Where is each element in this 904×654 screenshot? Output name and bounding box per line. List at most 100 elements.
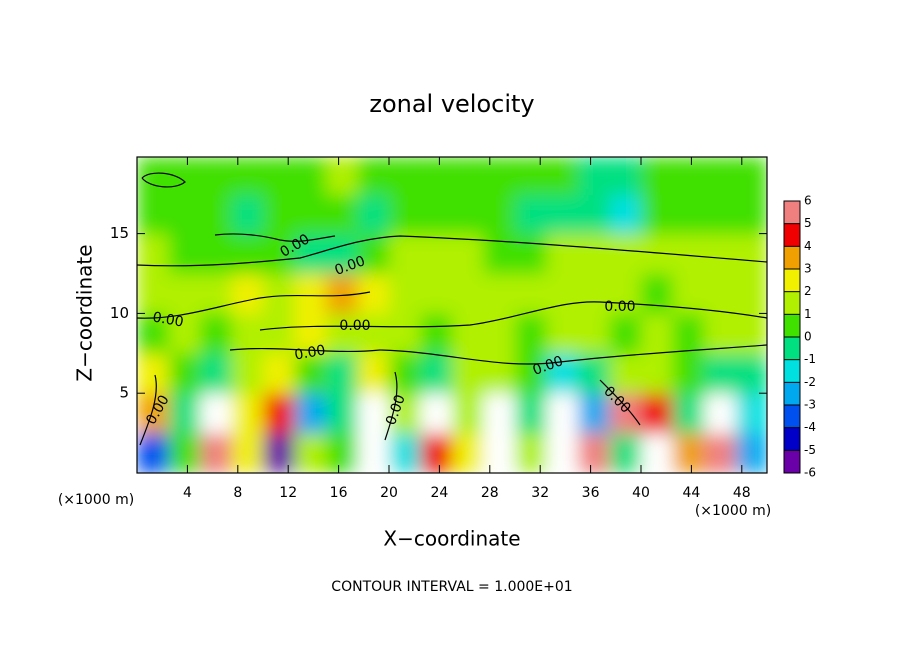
field-cell bbox=[389, 194, 421, 235]
field-cell bbox=[609, 233, 642, 275]
field-cell bbox=[420, 273, 453, 314]
colorbar-bin bbox=[784, 246, 800, 269]
field-cell bbox=[389, 273, 421, 314]
field-cell bbox=[641, 433, 673, 473]
field-cell bbox=[515, 313, 547, 354]
field-cell bbox=[672, 393, 705, 434]
field-cell bbox=[200, 393, 232, 434]
contour-line bbox=[137, 235, 767, 267]
field-cell bbox=[735, 433, 767, 473]
contour-line bbox=[137, 291, 371, 319]
x-tick-label: 32 bbox=[531, 485, 549, 501]
field-cell bbox=[200, 157, 232, 196]
field-cell bbox=[263, 393, 295, 434]
field-cell bbox=[326, 313, 358, 354]
x-tick-label: 36 bbox=[582, 485, 600, 501]
field-cell bbox=[137, 273, 169, 314]
field-cell bbox=[483, 194, 516, 235]
y-tick-label: 10 bbox=[110, 304, 129, 322]
field-cell bbox=[231, 313, 264, 354]
field-cell bbox=[578, 273, 610, 314]
field-cell bbox=[578, 157, 610, 196]
field-cell bbox=[357, 313, 390, 354]
field-area bbox=[137, 157, 767, 473]
contours bbox=[137, 172, 767, 446]
field-cell bbox=[672, 433, 705, 473]
field-cell bbox=[137, 353, 169, 394]
field-cell bbox=[452, 194, 484, 235]
field-cell bbox=[357, 353, 390, 394]
field-cell bbox=[515, 194, 547, 235]
field-cell bbox=[137, 393, 169, 434]
colorbar-label: -6 bbox=[804, 466, 816, 480]
field-cell bbox=[357, 433, 390, 473]
field-cell bbox=[483, 353, 516, 394]
field-cell bbox=[326, 393, 358, 434]
field-cell bbox=[168, 233, 201, 275]
field-cell bbox=[609, 393, 642, 434]
field-cell bbox=[704, 233, 736, 275]
colorbar-label: -1 bbox=[804, 352, 816, 366]
field-cell bbox=[735, 393, 767, 434]
field-cell bbox=[452, 433, 484, 473]
field-cell bbox=[294, 313, 327, 354]
field-cell bbox=[168, 353, 201, 394]
field-cell bbox=[231, 194, 264, 235]
field-cell bbox=[420, 194, 453, 235]
field-cell bbox=[263, 313, 295, 354]
field-cell bbox=[483, 313, 516, 354]
field-cell bbox=[357, 157, 390, 196]
field-cell bbox=[357, 194, 390, 235]
field-cell bbox=[641, 353, 673, 394]
field-cell bbox=[168, 194, 201, 235]
colorbar-bin bbox=[784, 269, 800, 292]
field-cell bbox=[735, 313, 767, 354]
field-cell bbox=[735, 353, 767, 394]
field-cell bbox=[137, 157, 169, 196]
field-cell bbox=[200, 233, 232, 275]
colorbar-label: 2 bbox=[804, 284, 812, 298]
field-cell bbox=[578, 393, 610, 434]
field-cell bbox=[168, 157, 201, 196]
field-cell bbox=[578, 313, 610, 354]
x-tick-label: 12 bbox=[279, 485, 297, 501]
contour-line bbox=[259, 301, 767, 331]
field-cell bbox=[515, 233, 547, 275]
field-cell bbox=[168, 273, 201, 314]
contour-label: 0.00 bbox=[339, 318, 370, 334]
field-cell bbox=[231, 433, 264, 473]
field-cell bbox=[326, 194, 358, 235]
field-cell bbox=[326, 233, 358, 275]
field-cell bbox=[168, 313, 201, 354]
field-cell bbox=[704, 194, 736, 235]
field-cell bbox=[735, 157, 767, 196]
field-cell bbox=[704, 433, 736, 473]
field-cell bbox=[420, 313, 453, 354]
field-cell bbox=[483, 393, 516, 434]
field-cell bbox=[389, 353, 421, 394]
field-cell bbox=[326, 273, 358, 314]
field-cell bbox=[263, 273, 295, 314]
field-cell bbox=[704, 353, 736, 394]
colorbar-label: 5 bbox=[804, 216, 812, 230]
x-tick-label: 40 bbox=[632, 485, 650, 501]
y-unit: (×1000 m) bbox=[58, 492, 134, 508]
x-tick-label: 48 bbox=[733, 485, 751, 501]
field-cell bbox=[389, 393, 421, 434]
field-cell bbox=[483, 433, 516, 473]
field-cell bbox=[483, 157, 516, 196]
field-cell bbox=[546, 433, 579, 473]
field-cell bbox=[326, 353, 358, 394]
contour-line bbox=[214, 233, 336, 242]
colorbar-label: -5 bbox=[804, 443, 816, 457]
field-cell bbox=[389, 313, 421, 354]
colorbar-bin bbox=[784, 337, 800, 360]
colorbar-label: -2 bbox=[804, 375, 816, 389]
field-cell bbox=[515, 157, 547, 196]
field-cell bbox=[546, 157, 579, 196]
field-cell bbox=[294, 194, 327, 235]
field-cell bbox=[326, 433, 358, 473]
field-cell bbox=[672, 194, 705, 235]
contour-note: CONTOUR INTERVAL = 1.000E+01 bbox=[331, 579, 572, 595]
